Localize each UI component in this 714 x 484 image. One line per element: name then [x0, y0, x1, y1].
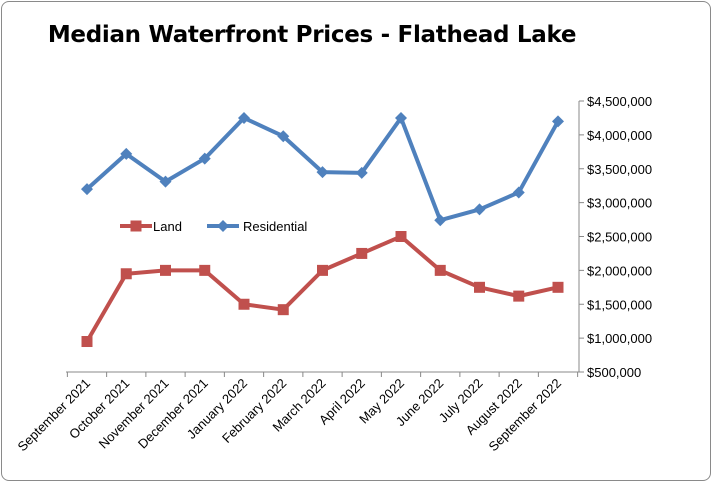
- point-land: [277, 304, 289, 316]
- x-tick-label: December 2021: [135, 376, 211, 452]
- point-land: [160, 264, 171, 276]
- y-tick-labels: $500,000 $1,000,000 $1,500,000 $2,000,000 $2…: [587, 94, 652, 380]
- point-residential: [81, 183, 93, 196]
- point-land: [81, 336, 93, 348]
- point-residential: [198, 152, 211, 165]
- legend-label-residential: Residential: [243, 219, 307, 234]
- point-land: [238, 298, 250, 310]
- point-land: [434, 264, 446, 276]
- axes: [66, 100, 584, 377]
- legend-marker: [217, 220, 229, 232]
- point-land: [317, 264, 328, 276]
- point-residential: [355, 166, 368, 179]
- point-residential: [434, 214, 447, 227]
- y-tick-label: $500,000: [587, 365, 641, 380]
- point-residential: [552, 115, 564, 128]
- legend-marker: [130, 220, 142, 232]
- point-residential: [159, 175, 172, 188]
- point-land: [120, 268, 132, 280]
- point-residential: [395, 111, 407, 124]
- y-tick-label: $1,000,000: [587, 331, 652, 346]
- y-tick-label: $4,000,000: [587, 128, 652, 143]
- point-land: [199, 264, 211, 276]
- point-residential: [120, 147, 133, 160]
- legend-label-land: Land: [153, 219, 182, 234]
- y-tick-label: $2,500,000: [587, 230, 652, 245]
- point-residential: [473, 203, 486, 216]
- series-markers: [81, 111, 564, 348]
- point-land: [474, 281, 485, 293]
- point-residential: [316, 166, 329, 179]
- x-tick-label: September 2022: [486, 376, 565, 455]
- x-tick-label: November 2021: [96, 376, 172, 452]
- point-residential: [277, 130, 290, 143]
- legend: Land Residential: [120, 219, 307, 234]
- chart-title: Median Waterfront Prices - Flathead Lake: [47, 22, 577, 48]
- y-tick-label: $4,500,000: [587, 94, 652, 109]
- point-residential: [512, 186, 525, 199]
- y-tick-label: $2,000,000: [587, 263, 652, 278]
- point-land: [513, 290, 525, 302]
- point-land: [356, 247, 368, 259]
- y-tick-label: $1,500,000: [587, 297, 652, 312]
- y-tick-label: $3,000,000: [587, 196, 652, 211]
- point-residential: [238, 111, 250, 124]
- point-land: [395, 231, 407, 242]
- point-land: [552, 281, 564, 293]
- series-line-land: [85, 234, 559, 343]
- y-tick-label: $3,500,000: [587, 162, 652, 177]
